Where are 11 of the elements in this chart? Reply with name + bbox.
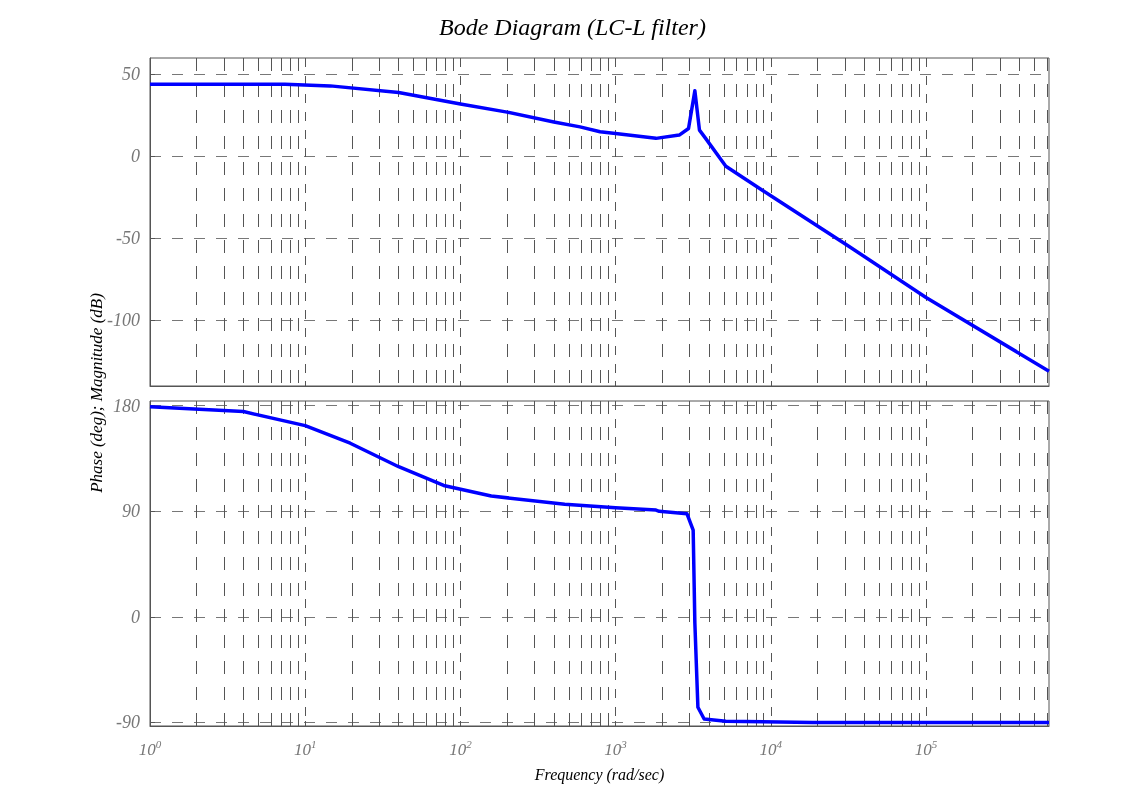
y-tick-label: 50: [122, 64, 140, 85]
y-tick-label: -100: [107, 310, 140, 331]
y-tick-label: -90: [116, 712, 140, 733]
y-axis-title: Phase (deg); Magnitude (dB): [87, 293, 107, 493]
x-axis-title: Frequency (rad/sec): [533, 765, 665, 784]
y-tick-label: 0: [131, 146, 140, 167]
chart-title: Bode Diagram (LC-L filter): [439, 14, 706, 40]
y-tick-label: 180: [113, 395, 140, 416]
y-tick-label: 90: [122, 501, 140, 522]
y-tick-label: -50: [116, 228, 140, 249]
y-tick-label: 0: [131, 606, 140, 627]
